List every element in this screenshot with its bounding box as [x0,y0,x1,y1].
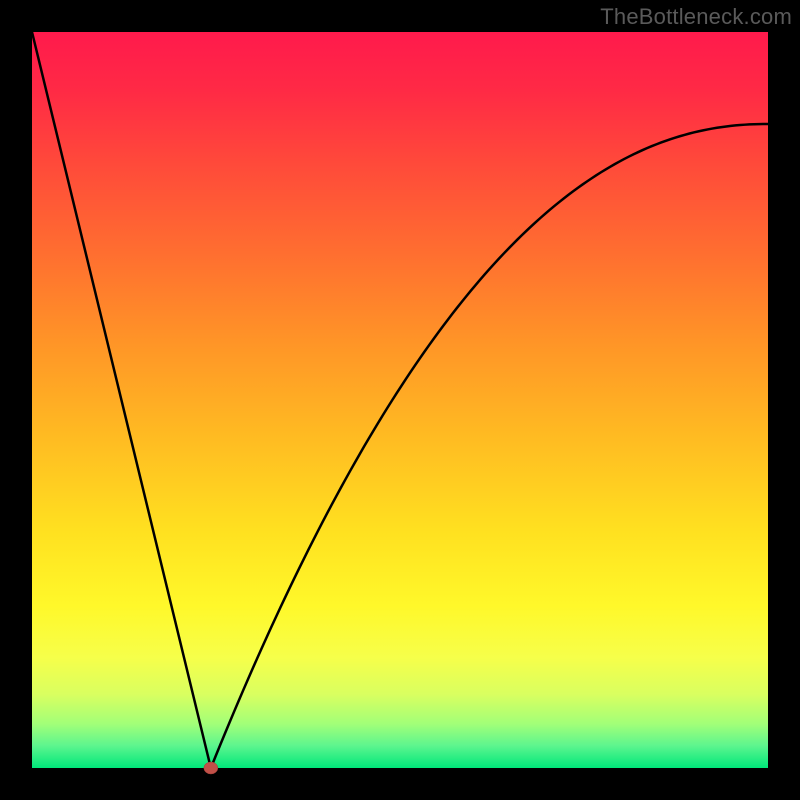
minimum-marker [204,762,218,774]
watermark-label: TheBottleneck.com [600,4,792,30]
plot-area [32,32,768,768]
bottleneck-chart [0,0,800,800]
